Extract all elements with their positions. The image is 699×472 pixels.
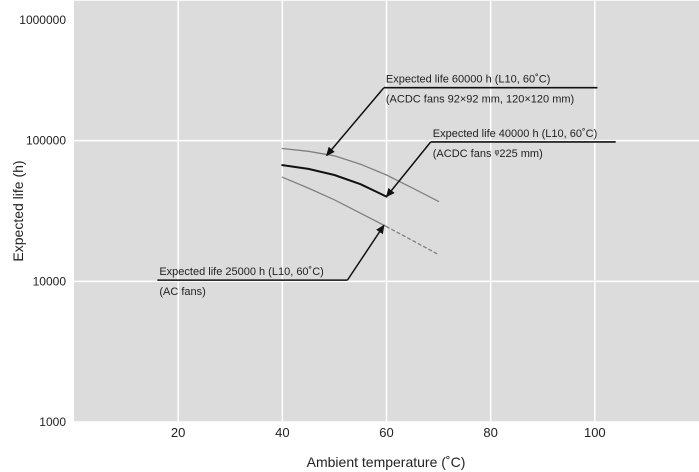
y-tick-label: 10000 bbox=[33, 274, 67, 288]
x-tick-label: 20 bbox=[171, 425, 185, 440]
y-axis-ticks: 1000 10000 100000 1000000 bbox=[19, 13, 66, 429]
y-tick-label: 1000000 bbox=[19, 13, 66, 27]
grid bbox=[74, 0, 699, 423]
annotation-sublabel-3: (AC fans) bbox=[159, 286, 205, 298]
x-tick-label: 40 bbox=[275, 425, 289, 440]
y-axis-title: Expected life (h) bbox=[10, 160, 26, 261]
annotation-arrow bbox=[346, 224, 385, 281]
x-axis-ticks: 20 40 60 80 100 bbox=[171, 425, 606, 440]
series-line-4 bbox=[385, 225, 440, 256]
series-lines bbox=[281, 147, 440, 256]
annotation-label-2: Expected life 40000 h (L10, 60˚C) bbox=[433, 128, 598, 140]
x-axis-title: Ambient temperature (˚C) bbox=[307, 454, 466, 470]
y-tick-label: 1000 bbox=[39, 415, 66, 429]
annotation-arrow bbox=[325, 87, 385, 157]
annotation-sublabel-2: (ACDC fans ᵠ225 mm) bbox=[433, 148, 543, 160]
annotation-arrow bbox=[385, 141, 432, 198]
annotations: Expected life 60000 h (L10, 60˚C) (ACDC f… bbox=[157, 74, 616, 298]
x-tick-label: 60 bbox=[379, 425, 393, 440]
annotation-sublabel-1: (ACDC fans 92×92 mm, 120×120 mm) bbox=[386, 94, 574, 106]
x-tick-label: 80 bbox=[483, 425, 497, 440]
series-line-1 bbox=[281, 147, 440, 203]
annotation-label-1: Expected life 60000 h (L10, 60˚C) bbox=[386, 74, 551, 86]
annotation-label-3: Expected life 25000 h (L10, 60˚C) bbox=[159, 266, 323, 278]
series-line-3 bbox=[281, 176, 388, 228]
y-tick-label: 100000 bbox=[26, 134, 66, 148]
x-tick-label: 100 bbox=[584, 425, 606, 440]
series-line-2 bbox=[281, 164, 388, 198]
